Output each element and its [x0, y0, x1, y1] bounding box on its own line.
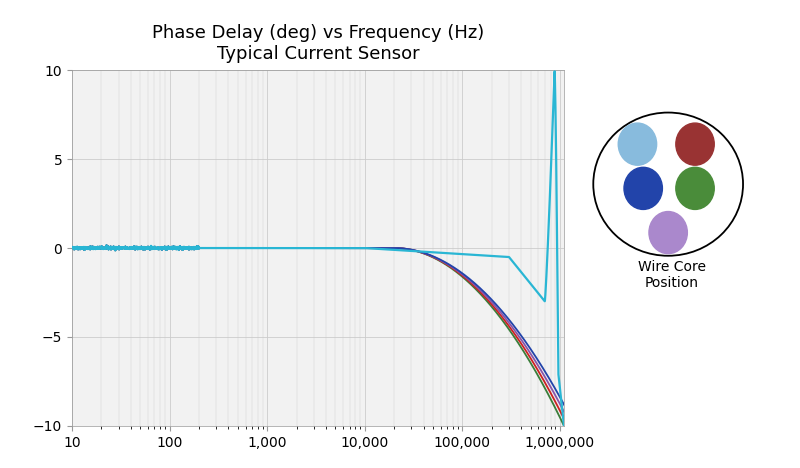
Circle shape — [624, 167, 662, 210]
Circle shape — [676, 123, 714, 165]
Text: Wire Core
Position: Wire Core Position — [638, 260, 706, 290]
Circle shape — [676, 167, 714, 210]
Circle shape — [649, 212, 687, 254]
Circle shape — [618, 123, 657, 165]
FancyBboxPatch shape — [572, 89, 772, 308]
Title: Phase Delay (deg) vs Frequency (Hz)
Typical Current Sensor: Phase Delay (deg) vs Frequency (Hz) Typi… — [152, 24, 484, 63]
